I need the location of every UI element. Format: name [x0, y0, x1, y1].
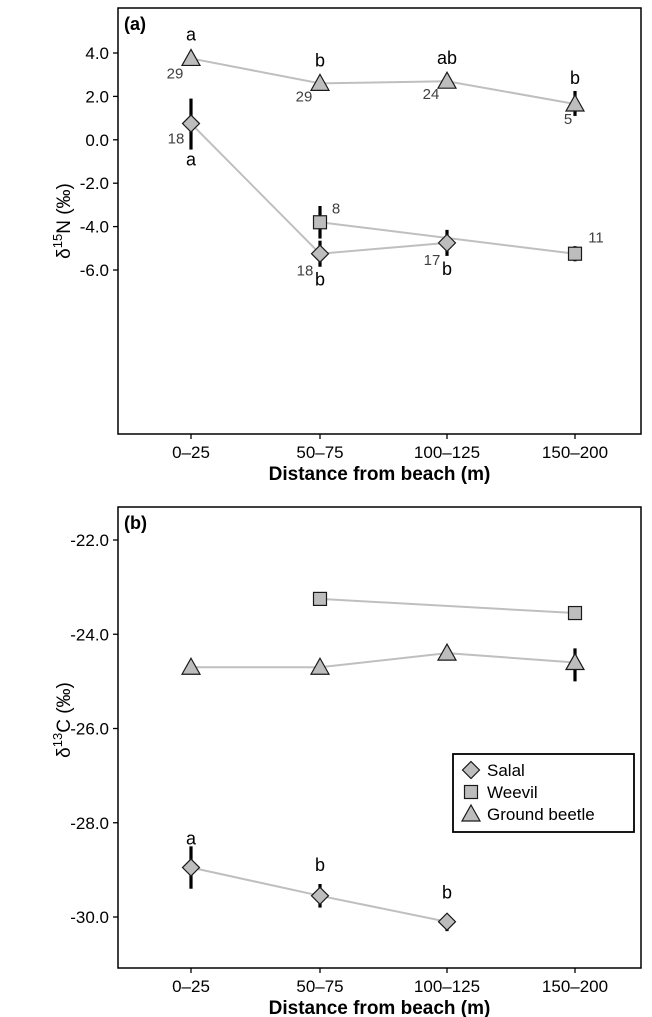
data-point-ground-beetle — [436, 642, 458, 661]
data-point-salal — [310, 886, 330, 906]
legend-box — [452, 753, 635, 833]
data-point-ground-beetle — [180, 657, 202, 675]
legend-label: Salal — [487, 761, 525, 780]
data-point-salal — [181, 858, 201, 877]
series-line-ground-beetle — [190, 57, 576, 105]
sample-size-label: 11 — [588, 230, 604, 247]
y-tick-label: -2.0 — [80, 174, 109, 193]
y-tick-label: -30.0 — [70, 908, 109, 927]
y-tick-label: -6.0 — [80, 261, 109, 280]
data-point-ground-beetle — [564, 652, 586, 671]
sample-size-label: 17 — [424, 252, 441, 269]
y-tick-label: 2.0 — [85, 87, 109, 106]
data-point-salal — [310, 244, 330, 264]
panel-label: (a) — [124, 14, 146, 34]
data-point-ground-beetle — [309, 657, 331, 675]
significance-letter: b — [315, 855, 325, 875]
y-tick-label: -22.0 — [70, 531, 109, 550]
significance-letter: b — [570, 68, 580, 88]
y-axis-title: δ15N (‰) — [50, 183, 75, 259]
series-line-weevil — [319, 597, 576, 615]
x-axis-title: Distance from beach (m) — [269, 464, 491, 485]
y-axis-title-superscript: 13 — [50, 733, 65, 747]
y-tick-label: 0.0 — [85, 131, 109, 150]
y-tick-label: -26.0 — [70, 720, 109, 739]
legend-marker-weevil — [463, 784, 479, 800]
significance-letter: b — [315, 270, 325, 290]
data-point-ground-beetle — [180, 48, 202, 67]
significance-letter: b — [442, 883, 452, 903]
x-tick-label: 100–125 — [414, 977, 480, 996]
y-axis-title-main: δ — [54, 248, 75, 259]
data-point-weevil — [312, 215, 328, 230]
significance-letter: a — [186, 829, 197, 849]
sample-size-label: 18 — [297, 263, 314, 280]
y-axis-title: δ13C (‰) — [50, 682, 75, 758]
plot-frame — [117, 506, 642, 969]
data-point-ground-beetle — [564, 93, 586, 112]
y-tick-label: -28.0 — [70, 814, 109, 833]
y-axis-title-rest: C (‰) — [54, 682, 75, 733]
significance-letter: a — [186, 150, 197, 170]
y-axis-title-rest: N (‰) — [54, 183, 75, 234]
y-tick-label: 4.0 — [85, 44, 109, 63]
legend-marker-ground-beetle — [460, 803, 482, 822]
plot-frame — [117, 7, 642, 435]
x-axis-title: Distance from beach (m) — [269, 998, 491, 1017]
panel-label: (b) — [124, 513, 147, 533]
panel-b: (b) -22.0 -24.0 -26.0 -28.0 -30.0 0–25 50–75 100… — [50, 506, 642, 1017]
x-tick-label: 150–200 — [542, 443, 608, 462]
sample-size-label: 8 — [332, 200, 340, 217]
legend: Salal Weevil Ground beetle — [452, 753, 635, 833]
y-axis-title-main: δ — [54, 747, 75, 758]
data-point-weevil — [567, 246, 583, 261]
legend-label: Ground beetle — [487, 805, 595, 824]
data-point-ground-beetle — [309, 73, 331, 91]
series-line-ground-beetle — [191, 652, 576, 669]
significance-letter: b — [315, 50, 325, 70]
legend-label: Weevil — [487, 783, 538, 802]
sample-size-label: 5 — [564, 111, 572, 128]
x-tick-label: 0–25 — [172, 977, 210, 996]
significance-letter: a — [186, 24, 197, 44]
x-tick-label: 50–75 — [296, 443, 343, 462]
sample-size-label: 24 — [423, 86, 440, 103]
panel-a: (a) 4.0 2.0 0.0 -2.0 -4.0 -6.0 0–25 50–75 100–125… — [50, 7, 642, 485]
data-point-ground-beetle — [436, 70, 458, 89]
sample-size-label: 29 — [167, 65, 184, 82]
x-tick-label: 50–75 — [296, 977, 343, 996]
data-point-salal — [181, 114, 201, 133]
sample-size-label: 18 — [168, 131, 185, 148]
y-axis-title-superscript: 15 — [50, 234, 65, 248]
significance-letter: b — [442, 259, 452, 279]
y-tick-label: -24.0 — [70, 625, 109, 644]
y-tick-label: -4.0 — [80, 218, 109, 237]
data-point-weevil — [312, 591, 328, 607]
data-point-salal — [437, 233, 457, 253]
sample-size-label: 29 — [296, 88, 313, 105]
x-tick-label: 150–200 — [542, 977, 608, 996]
x-tick-label: 0–25 — [172, 443, 210, 462]
significance-letter: ab — [437, 48, 457, 68]
data-point-salal — [437, 912, 457, 932]
x-tick-label: 100–125 — [414, 443, 480, 462]
data-point-weevil — [567, 605, 583, 621]
legend-marker-salal — [461, 760, 481, 780]
